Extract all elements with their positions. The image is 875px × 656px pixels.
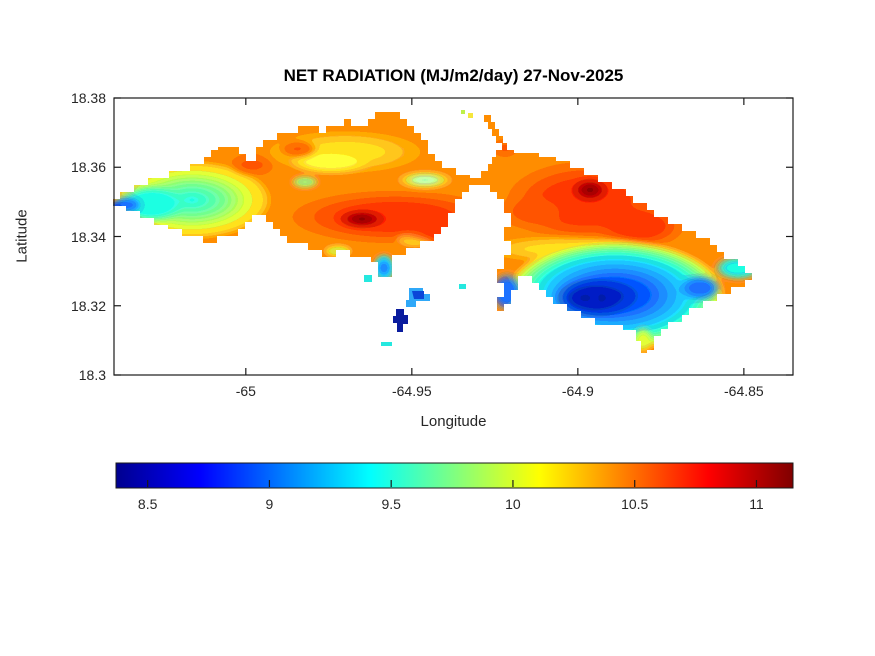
y-tick-label: 18.34 bbox=[70, 228, 106, 245]
x-tick-label: -64.9 bbox=[561, 383, 594, 399]
colorbar bbox=[115, 462, 794, 489]
colorbar-tick-label: 10 bbox=[505, 496, 521, 512]
islet-cyan-square bbox=[364, 275, 372, 282]
x-tick-label: -64.85 bbox=[724, 383, 764, 399]
islets bbox=[364, 110, 473, 346]
tick-marks bbox=[114, 97, 793, 487]
y-tick-label: 18.32 bbox=[70, 297, 106, 314]
colorbar-tick-label: 11 bbox=[749, 496, 764, 512]
x-tick-label: -64.95 bbox=[391, 383, 432, 399]
colorbar-tick-label: 8.5 bbox=[137, 496, 158, 512]
islet-blue-core bbox=[412, 291, 424, 299]
y-tick-label: 18.38 bbox=[70, 90, 106, 106]
y-tick-label: 18.36 bbox=[70, 159, 106, 176]
x-tick-label: -65 bbox=[235, 383, 256, 399]
y-tick-label: 18.3 bbox=[78, 367, 106, 383]
colorbar-tick-label: 10.5 bbox=[621, 496, 649, 512]
y-axis-label: Latitude bbox=[13, 209, 31, 263]
x-axis-label: Longitude bbox=[420, 413, 487, 430]
islet-navy-streak bbox=[393, 309, 408, 332]
island-contour-field bbox=[113, 112, 752, 353]
colorbar-tick-label: 9.5 bbox=[381, 496, 401, 512]
peninsula-speck-yellow bbox=[468, 113, 473, 118]
chart-title: NET RADIATION (MJ/m2/day) 27-Nov-2025 bbox=[283, 66, 624, 85]
islet-cyan-dot bbox=[459, 284, 466, 289]
peninsula-speck-green bbox=[461, 110, 465, 114]
colorbar-tick-label: 9 bbox=[265, 496, 274, 512]
islet-cyan-dash bbox=[381, 342, 392, 346]
